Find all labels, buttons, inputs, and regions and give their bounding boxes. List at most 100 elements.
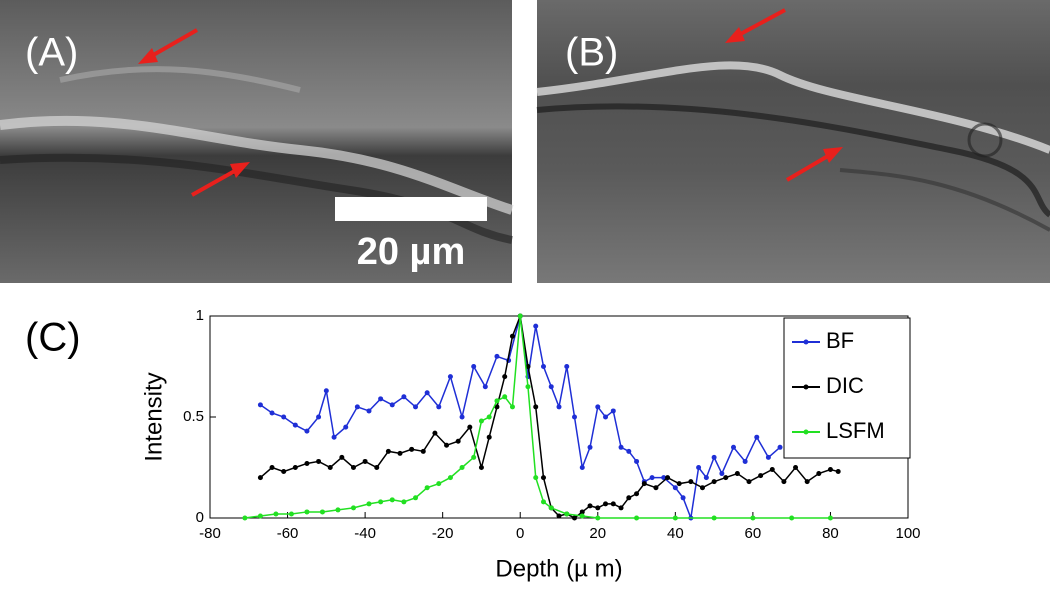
data-point <box>269 465 275 470</box>
data-point <box>827 515 833 521</box>
data-point <box>292 422 298 428</box>
data-point <box>765 454 771 460</box>
data-point <box>273 511 279 517</box>
data-point <box>634 491 640 497</box>
data-point <box>723 475 729 481</box>
data-point <box>281 414 287 420</box>
data-point <box>304 460 310 466</box>
data-point <box>385 448 391 454</box>
x-tick-label: -40 <box>354 525 376 542</box>
x-tick-label: -80 <box>199 525 221 542</box>
data-point <box>444 442 450 448</box>
data-point <box>641 481 647 487</box>
data-point <box>257 513 263 519</box>
data-point <box>672 485 678 491</box>
data-point <box>319 509 325 515</box>
data-point <box>432 430 438 436</box>
data-point <box>242 515 248 521</box>
data-point <box>389 402 395 408</box>
data-point <box>502 374 508 380</box>
data-point <box>610 408 616 414</box>
x-tick-label: -20 <box>432 525 454 542</box>
data-point <box>579 509 585 515</box>
data-point <box>397 450 403 456</box>
legend-label: DIC <box>826 373 864 398</box>
data-point <box>533 475 539 481</box>
data-point <box>665 475 671 481</box>
data-point <box>366 501 372 507</box>
data-point <box>316 458 322 464</box>
legend-marker <box>803 429 809 435</box>
data-point <box>626 448 632 454</box>
data-point <box>533 404 539 410</box>
data-point <box>459 414 465 420</box>
data-point <box>494 398 500 404</box>
x-tick-label: 20 <box>589 525 606 542</box>
data-point <box>564 364 570 369</box>
data-point <box>696 465 702 470</box>
data-point <box>292 465 298 470</box>
data-point <box>350 465 356 470</box>
data-point <box>626 495 632 501</box>
x-axis-label: Depth (µ m) <box>495 555 622 582</box>
data-point <box>478 418 484 424</box>
data-point <box>478 465 484 470</box>
data-point <box>455 438 461 444</box>
data-point <box>572 515 578 521</box>
data-point <box>378 499 384 505</box>
data-point <box>374 465 380 470</box>
data-point <box>339 454 345 460</box>
y-axis-label: Intensity <box>140 372 167 461</box>
data-point <box>420 448 426 454</box>
data-point <box>413 495 419 501</box>
data-point <box>525 384 531 390</box>
data-point <box>653 485 659 491</box>
data-point <box>436 404 442 410</box>
data-point <box>777 444 783 450</box>
data-point <box>680 495 686 501</box>
data-point <box>769 467 775 473</box>
data-point <box>572 414 578 420</box>
data-point <box>781 479 787 485</box>
data-point <box>742 458 748 464</box>
x-tick-label: 40 <box>667 525 684 542</box>
chart: -80 -60 -40 -20 0 20 40 60 80 100 0 0.5 1 Depth (µ m)… <box>140 307 920 582</box>
data-point <box>703 475 709 481</box>
data-point <box>750 515 756 521</box>
data-point <box>343 424 349 430</box>
data-point <box>548 384 554 390</box>
data-point <box>579 513 585 519</box>
data-point <box>676 481 682 487</box>
data-point <box>335 507 341 513</box>
data-point <box>509 404 515 410</box>
data-point <box>316 414 322 420</box>
data-point <box>579 465 585 470</box>
data-point <box>323 388 329 394</box>
panel-b-image <box>536 0 1050 283</box>
data-point <box>688 479 694 485</box>
data-point <box>556 404 562 410</box>
data-point <box>540 364 546 369</box>
data-point <box>331 434 337 440</box>
data-point <box>672 515 678 521</box>
series <box>257 313 841 521</box>
data-point <box>711 479 717 485</box>
data-point <box>540 475 546 481</box>
x-tick-label: -60 <box>277 525 299 542</box>
data-point <box>731 444 736 450</box>
legend-marker <box>803 339 809 345</box>
series <box>242 313 833 521</box>
data-point <box>281 469 287 475</box>
data-point <box>610 501 616 507</box>
data-point <box>595 515 601 521</box>
x-tick-label: 100 <box>895 525 920 542</box>
data-point <box>595 404 601 410</box>
series-line <box>244 315 831 519</box>
data-point <box>634 515 640 521</box>
legend-label: BF <box>826 328 854 353</box>
data-point <box>618 505 624 511</box>
data-point <box>269 410 275 416</box>
legend-label: LSFM <box>826 418 885 443</box>
panel-label: (A) <box>25 31 78 75</box>
data-point <box>486 414 492 420</box>
